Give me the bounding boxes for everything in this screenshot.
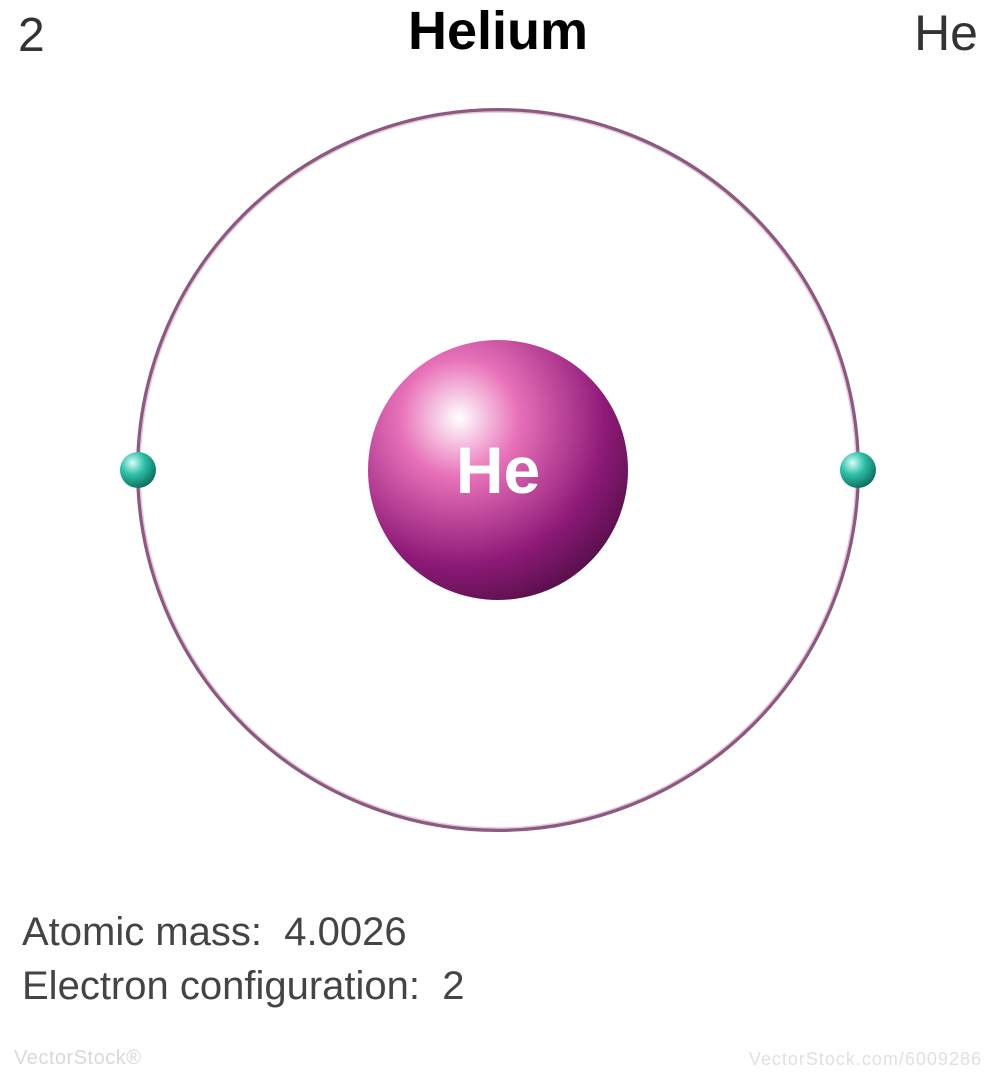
watermark-brand: VectorStock® <box>14 1047 141 1070</box>
element-symbol-top-right: He <box>914 4 978 62</box>
watermark-id: VectorStock.com/6009286 <box>749 1049 982 1070</box>
electron-1 <box>840 452 876 488</box>
atomic-mass-label: Atomic mass: <box>22 910 262 954</box>
atomic-mass-value: 4.0026 <box>284 910 406 954</box>
info-block: Atomic mass: 4.0026 Electron configurati… <box>22 905 465 1013</box>
atomic-mass-row: Atomic mass: 4.0026 <box>22 905 465 959</box>
atomic-number: 2 <box>18 8 45 63</box>
electron-2 <box>120 452 156 488</box>
atom-svg: He <box>0 70 996 890</box>
electron-config-label: Electron configuration: <box>22 964 420 1008</box>
electron-config-row: Electron configuration: 2 <box>22 959 465 1013</box>
element-name: Helium <box>408 0 588 62</box>
atom-diagram: He <box>0 70 996 890</box>
header: 2 Helium He <box>0 0 996 70</box>
nucleus-label: He <box>456 433 540 507</box>
electron-config-value: 2 <box>442 964 464 1008</box>
